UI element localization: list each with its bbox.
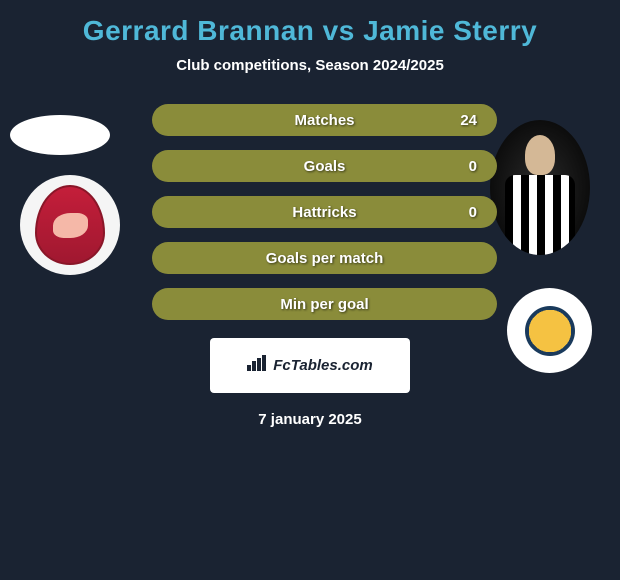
club-right-badge [507, 288, 592, 373]
fctables-logo: FcTables.com [210, 338, 410, 393]
stat-label: Hattricks [292, 204, 356, 221]
comparison-title: Gerrard Brannan vs Jamie Sterry [15, 15, 605, 47]
club-right-icon [525, 306, 575, 356]
stat-value-right: 0 [469, 158, 477, 175]
comparison-subtitle: Club competitions, Season 2024/2025 [15, 57, 605, 74]
player-right-photo [490, 120, 590, 255]
stat-bar-goals-per-match: Goals per match [152, 242, 497, 274]
stat-label: Min per goal [280, 296, 368, 313]
stats-bars: Matches 24 Goals 0 Hattricks 0 Goals per… [152, 104, 497, 320]
infographic-date: 7 january 2025 [15, 411, 605, 428]
stat-bar-hattricks: Hattricks 0 [152, 196, 497, 228]
club-left-badge [20, 175, 120, 275]
stat-bar-goals: Goals 0 [152, 150, 497, 182]
club-left-icon [53, 213, 88, 238]
logo-text: FcTables.com [273, 357, 372, 374]
stat-label: Goals per match [266, 250, 384, 267]
stat-value-right: 0 [469, 204, 477, 221]
player-left-photo [10, 115, 110, 155]
stat-bar-min-per-goal: Min per goal [152, 288, 497, 320]
stat-label: Matches [294, 112, 354, 129]
stat-value-right: 24 [460, 112, 477, 129]
stat-bar-matches: Matches 24 [152, 104, 497, 136]
stat-label: Goals [304, 158, 346, 175]
chart-icon [247, 355, 267, 376]
